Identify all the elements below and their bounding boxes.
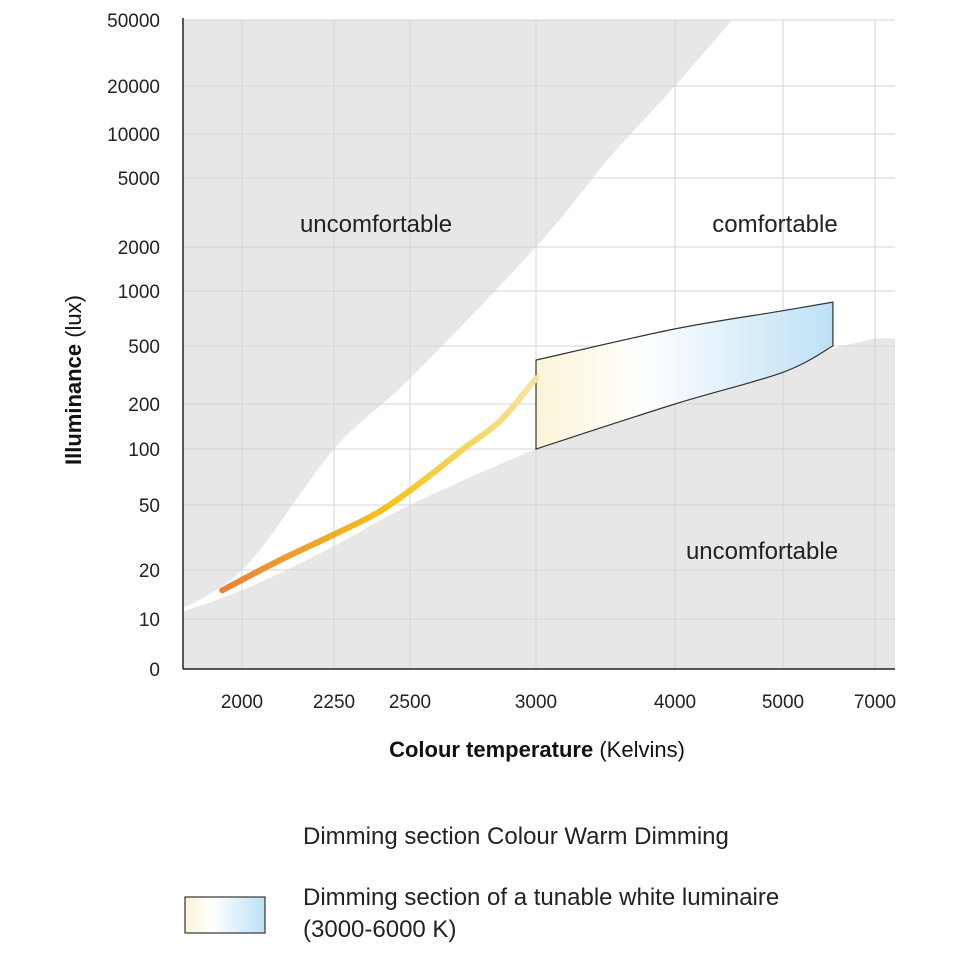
x-tick-label-7000: 7000 (854, 692, 896, 713)
y-tick-label-1000: 1000 (118, 282, 160, 303)
series-warm-dimming-line (219, 375, 539, 594)
y-tick-label-50: 50 (139, 496, 160, 517)
x-tick-label-5000: 5000 (762, 692, 804, 713)
y-tick-label-10000: 10000 (107, 125, 160, 146)
x-axis-title-unit: (Kelvins) (599, 737, 685, 762)
legend-swatch-tunable-white (184, 896, 266, 934)
region-uncomfortable-upper (183, 20, 732, 608)
y-tick-label-20000: 20000 (107, 77, 160, 98)
x-tick-labels: 2000 2250 2500 3000 4000 5000 7000 (221, 692, 896, 713)
x-axis-title: Colour temperature (Kelvins) (389, 737, 685, 763)
series-layer (219, 301, 834, 594)
y-tick-label-200: 200 (128, 395, 160, 416)
legend-label-tunable-white-line1: Dimming section of a tunable white lumin… (303, 884, 780, 911)
y-axis-title-unit: (lux) (61, 295, 86, 338)
axes (182, 18, 895, 670)
region-uncomfortable-lower (183, 338, 895, 669)
x-tick-label-3000: 3000 (515, 692, 557, 713)
region-label-lower-right: uncomfortable (686, 538, 838, 565)
series-tunable-white-band (535, 301, 834, 450)
y-tick-labels: 0 10 20 50 100 200 500 1000 2000 5000 10000 20000 50… (107, 11, 160, 681)
y-tick-label-5000: 5000 (118, 169, 160, 190)
region-label-upper-left: uncomfortable (300, 211, 452, 238)
y-tick-label-20: 20 (139, 561, 160, 582)
y-axis-title-bold: Illuminance (61, 343, 86, 465)
x-tick-label-4000: 4000 (654, 692, 696, 713)
y-tick-label-500: 500 (128, 337, 160, 358)
region-labels: uncomfortable comfortable uncomfortable (300, 211, 838, 565)
legend-label-warm-dimming: Dimming section Colour Warm Dimming (303, 823, 729, 850)
y-axis-title: Illuminance (lux) (61, 295, 87, 465)
legend-label-tunable-white: Dimming section of a tunable white lumin… (303, 882, 779, 946)
y-tick-label-100: 100 (128, 440, 160, 461)
comfort-regions (183, 20, 895, 669)
y-tick-label-50000: 50000 (107, 11, 160, 32)
region-label-upper-right: comfortable (712, 211, 837, 238)
x-tick-label-2250: 2250 (313, 692, 355, 713)
y-tick-label-10: 10 (139, 610, 160, 631)
legend-swatches (183, 833, 267, 934)
x-tick-label-2500: 2500 (389, 692, 431, 713)
x-tick-label-2000: 2000 (221, 692, 263, 713)
legend-label-tunable-white-line2: (3000-6000 K) (303, 916, 457, 943)
x-axis-title-bold: Colour temperature (389, 737, 594, 762)
y-tick-label-2000: 2000 (118, 238, 160, 259)
y-tick-label-0: 0 (149, 660, 160, 681)
